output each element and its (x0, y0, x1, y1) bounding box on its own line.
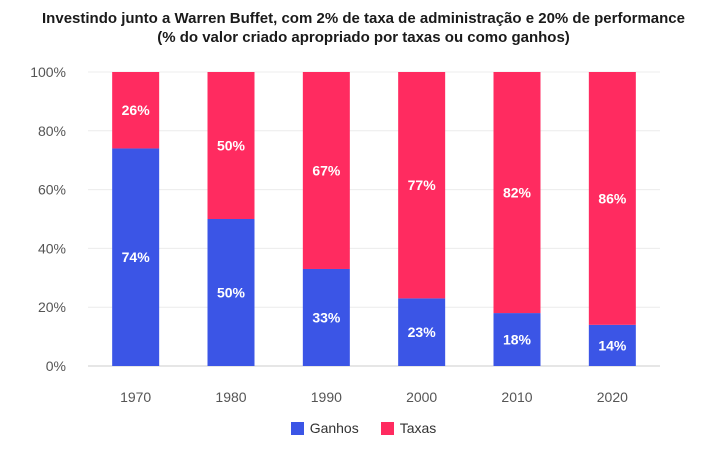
y-tick-label: 0% (46, 358, 66, 374)
y-tick-label: 100% (30, 64, 66, 80)
bar-taxas-1980 (207, 72, 255, 219)
data-label-ganhos-1980: 50% (217, 285, 246, 301)
y-tick-label: 20% (38, 299, 66, 315)
legend-swatch-ganhos (290, 421, 304, 435)
data-label-ganhos-1990: 33% (312, 309, 341, 325)
legend-item-ganhos: Ganhos (290, 420, 359, 436)
data-label-ganhos-2000: 23% (408, 324, 437, 340)
bar-ganhos-2000 (398, 298, 446, 366)
data-label-taxas-1970: 26% (122, 102, 151, 118)
bar-taxas-1990 (302, 72, 350, 269)
bar-taxas-1970 (112, 72, 160, 149)
bar-taxas-2010 (493, 72, 541, 314)
x-tick-label: 1970 (120, 389, 151, 405)
x-tick-label: 2010 (501, 389, 532, 405)
data-label-ganhos-2020: 14% (598, 337, 627, 353)
y-tick-label: 40% (38, 240, 66, 256)
bar-ganhos-2020 (588, 324, 636, 366)
bar-ganhos-1990 (302, 268, 350, 366)
x-tick-label: 1980 (215, 389, 246, 405)
legend: Ganhos Taxas (0, 420, 727, 436)
data-label-taxas-2020: 86% (598, 190, 627, 206)
chart-title: Investindo junto a Warren Buffet, com 2%… (42, 10, 685, 27)
bar-ganhos-1970 (112, 148, 160, 366)
bar-taxas-2020 (588, 72, 636, 325)
y-tick-label: 80% (38, 123, 66, 139)
legend-swatch-taxas (380, 421, 394, 435)
data-label-ganhos-2010: 18% (503, 332, 532, 348)
x-tick-label: 2000 (406, 389, 437, 405)
bar-ganhos-2010 (493, 313, 541, 366)
legend-label-ganhos: Ganhos (309, 420, 359, 436)
legend-label-taxas: Taxas (399, 420, 437, 436)
x-tick-label: 1990 (311, 389, 342, 405)
data-label-taxas-2010: 82% (503, 185, 532, 201)
data-label-taxas-1980: 50% (217, 138, 246, 154)
x-tick-label: 2020 (597, 389, 628, 405)
bar-ganhos-1980 (207, 219, 255, 366)
legend-item-taxas: Taxas (380, 420, 437, 436)
y-tick-label: 60% (38, 182, 66, 198)
data-label-taxas-1990: 67% (312, 162, 341, 178)
data-label-taxas-2000: 77% (408, 177, 437, 193)
bar-taxas-2000 (398, 72, 446, 299)
chart-subtitle: (% do valor criado apropriado por taxas … (157, 29, 570, 46)
data-label-ganhos-1970: 74% (122, 249, 151, 265)
